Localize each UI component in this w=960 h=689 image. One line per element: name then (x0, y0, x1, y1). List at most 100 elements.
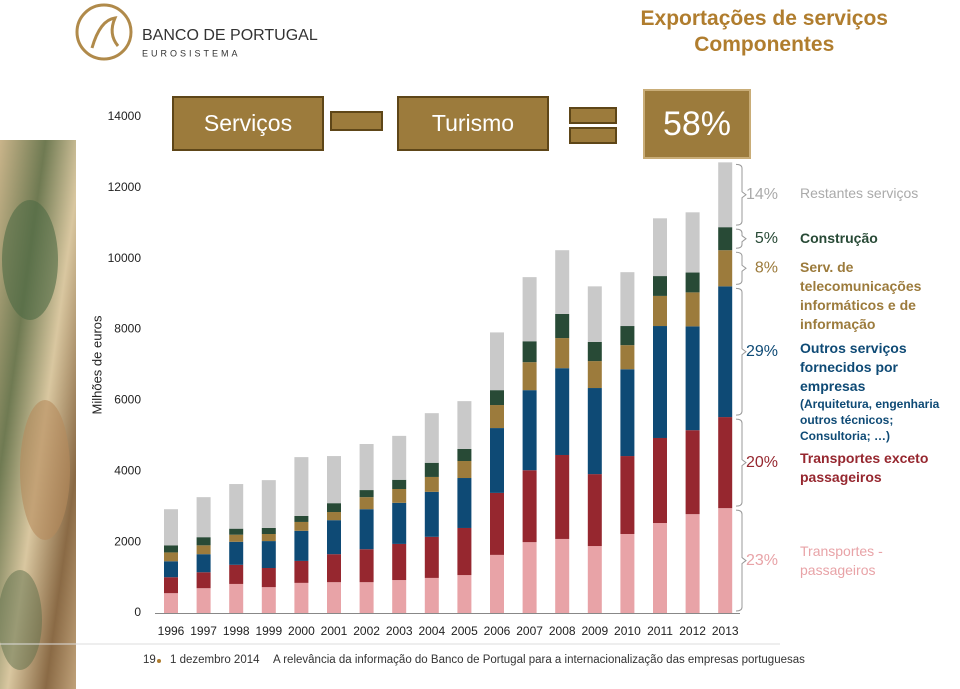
legend-entry: Outros serviços fornecidos por empresas (800, 340, 907, 394)
bar-segment (229, 528, 244, 535)
bar-segment (294, 457, 309, 516)
bar-segment (587, 546, 602, 613)
bar-segment (196, 537, 211, 546)
bar-segment (164, 577, 178, 594)
painting-detail (2, 200, 58, 320)
bar-segment (196, 572, 211, 589)
legend-entry: Transportes - passageiros (800, 543, 883, 578)
legend-entry: Construção (800, 230, 878, 246)
x-tick-label: 2010 (614, 624, 641, 638)
bar-segment (620, 369, 635, 457)
bar-segment (327, 456, 341, 504)
chart-subtitle: Componentes (694, 33, 835, 56)
bar-segment (718, 162, 733, 228)
bar-segment (327, 554, 341, 583)
share-label: 20% (746, 454, 778, 471)
bar-segment (620, 272, 635, 327)
minus-sign (330, 111, 383, 131)
bar-segment (424, 536, 439, 578)
bar-segment (327, 503, 341, 513)
share-label: 8% (755, 259, 778, 276)
bar-segment (587, 286, 602, 342)
bar-segment (196, 497, 211, 538)
bar-segment (620, 326, 635, 346)
bar-segment (490, 554, 504, 613)
bracket (735, 418, 747, 507)
bar-segment (587, 361, 602, 389)
bar-segment (359, 549, 374, 583)
bar-segment (327, 512, 341, 521)
x-tick-label: 2003 (386, 624, 413, 638)
bar-segment (196, 554, 211, 573)
bar-segment (196, 545, 211, 555)
bar-segment (555, 250, 570, 314)
bar-segment (685, 272, 700, 293)
bar-segment (587, 388, 602, 475)
bar-segment (294, 515, 309, 522)
equation-box: Serviços (172, 96, 324, 151)
logo-emblem (75, 3, 133, 61)
bar-segment (490, 428, 504, 493)
bar-segment (164, 561, 178, 578)
bar-segment (424, 476, 439, 492)
x-tick-label: 2011 (647, 624, 673, 638)
logo-subtitle: EUROSISTEMA (142, 48, 241, 58)
x-tick-label: 1997 (190, 624, 217, 638)
x-tick-label: 2005 (451, 624, 478, 638)
x-tick-label: 1999 (255, 624, 282, 638)
equals-sign (569, 127, 617, 144)
bar-segment (653, 218, 667, 277)
bar-segment (457, 527, 472, 576)
bar-segment (522, 542, 537, 613)
bar-segment (457, 401, 472, 449)
share-label: 23% (746, 552, 778, 569)
bar-segment (359, 490, 374, 498)
bar-segment (685, 292, 700, 327)
legend-note: (Arquitetura, engenharia outros técnicos… (800, 397, 940, 443)
bar-segment (424, 413, 439, 463)
bar-segment (490, 492, 504, 555)
bar-segment (261, 533, 276, 542)
logo-name: BANCO DE PORTUGAL (142, 27, 318, 44)
equation-box: Turismo (397, 96, 549, 151)
bar-segment (555, 538, 570, 613)
bar-segment (164, 593, 178, 613)
bar-segment (653, 437, 667, 524)
bar-segment (359, 509, 374, 550)
x-tick-label: 2001 (321, 624, 348, 638)
bar-segment (718, 227, 733, 251)
bar-segment (457, 478, 472, 528)
bar-segment (229, 564, 244, 584)
painting-detail (20, 400, 70, 540)
bar-segment (294, 560, 309, 583)
footer-date: 1 dezembro 2014 (170, 654, 260, 666)
bar-segment (392, 435, 407, 480)
bracket (735, 228, 747, 249)
x-tick-label: 2004 (418, 624, 445, 638)
bar-segment (522, 390, 537, 471)
x-tick-label: 2002 (353, 624, 380, 638)
x-tick-label: 2008 (549, 624, 576, 638)
bar-segment (522, 362, 537, 391)
bar-segment (685, 514, 700, 613)
bar-segment (457, 575, 472, 613)
chart-title: Exportações de serviços (640, 7, 888, 30)
bar-segment (392, 479, 407, 489)
bar-segment (718, 286, 733, 418)
x-tick-label: 2000 (288, 624, 315, 638)
bar-segment (164, 552, 178, 562)
bar-segment (261, 568, 276, 588)
bar-segment (555, 338, 570, 369)
bar-segment (522, 277, 537, 342)
equals-sign (569, 107, 617, 124)
bar-segment (392, 502, 407, 544)
footer-dot (157, 659, 161, 663)
bar-segment (359, 582, 374, 613)
y-tick-label: 12000 (108, 180, 142, 194)
bar-segment (685, 326, 700, 431)
bracket (735, 509, 747, 612)
bar-segment (587, 341, 602, 362)
bar-segment (229, 484, 244, 529)
equation-result: 58% (643, 89, 751, 159)
logo-emblem (90, 16, 120, 49)
